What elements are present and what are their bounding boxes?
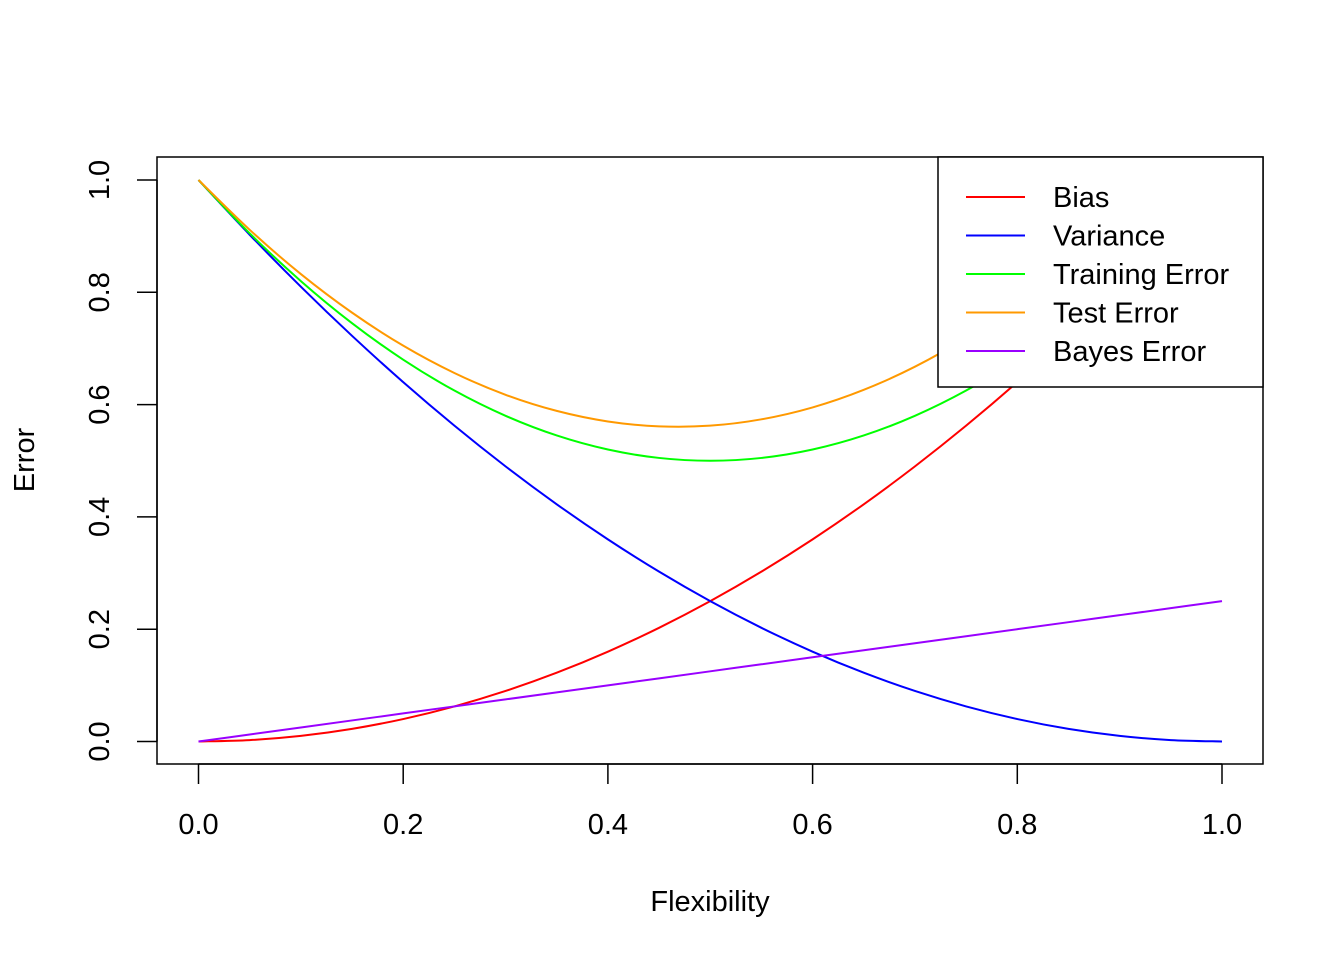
y-axis-title: Error — [9, 427, 41, 492]
legend-label-test-error: Test Error — [1053, 298, 1179, 330]
x-tick-label: 0.6 — [792, 809, 832, 841]
legend-label-bayes-error: Bayes Error — [1053, 336, 1206, 368]
y-tick-label: 0.8 — [84, 272, 116, 312]
series-line-variance — [197, 179, 1223, 743]
legend-label-bias: Bias — [1053, 182, 1109, 214]
legend-label-variance: Variance — [1053, 221, 1165, 253]
legend-box — [937, 156, 1264, 388]
legend-label-training-error: Training Error — [1053, 259, 1230, 291]
x-tick-label: 1.0 — [1202, 809, 1242, 841]
x-tick-label: 0.0 — [178, 809, 218, 841]
legend: Bias Variance Training Error Test Error Baye… — [937, 156, 1264, 388]
x-axis-title: Flexibility — [650, 886, 770, 918]
x-tick-label: 0.8 — [997, 809, 1037, 841]
series-line-bayes-error — [198, 600, 1223, 743]
y-tick-label: 0.4 — [84, 497, 116, 537]
x-tick-label: 0.2 — [383, 809, 423, 841]
y-tick-label: 1.0 — [84, 160, 116, 200]
y-tick-label: 0.6 — [84, 384, 116, 424]
plot-frame — [156, 156, 1264, 765]
x-tick-label: 0.4 — [588, 809, 628, 841]
y-tick-label: 0.0 — [84, 721, 116, 761]
y-tick-label: 0.2 — [84, 609, 116, 649]
